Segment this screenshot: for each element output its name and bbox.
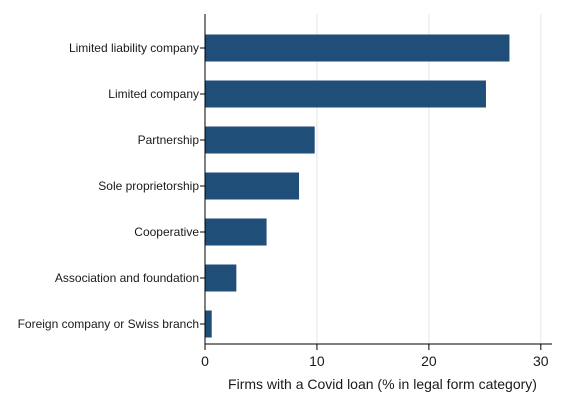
category-labels: Limited liability company Limited company… [18,41,205,331]
category-label: Limited company [108,87,199,101]
bar [205,172,300,200]
bar [205,218,267,246]
category-label: Association and foundation [55,271,199,285]
bar [205,80,486,108]
x-axis-title: Firms with a Covid loan (% in legal form… [228,376,537,392]
x-tick-label: 30 [533,353,549,369]
bar [205,126,315,154]
bar [205,264,237,292]
gridlines [316,14,542,344]
category-label: Cooperative [134,225,199,239]
x-tick-label: 20 [421,353,437,369]
x-tick-label: 0 [201,353,209,369]
axes [204,14,552,345]
bar [205,310,212,338]
bars [205,34,510,338]
x-tick-label: 10 [309,353,325,369]
category-label: Limited liability company [69,41,199,55]
category-label: Sole proprietorship [98,179,199,193]
category-label: Partnership [138,133,200,147]
x-tick-labels: 0 10 20 30 [201,344,549,369]
bar [205,34,510,62]
category-label: Foreign company or Swiss branch [18,317,199,331]
